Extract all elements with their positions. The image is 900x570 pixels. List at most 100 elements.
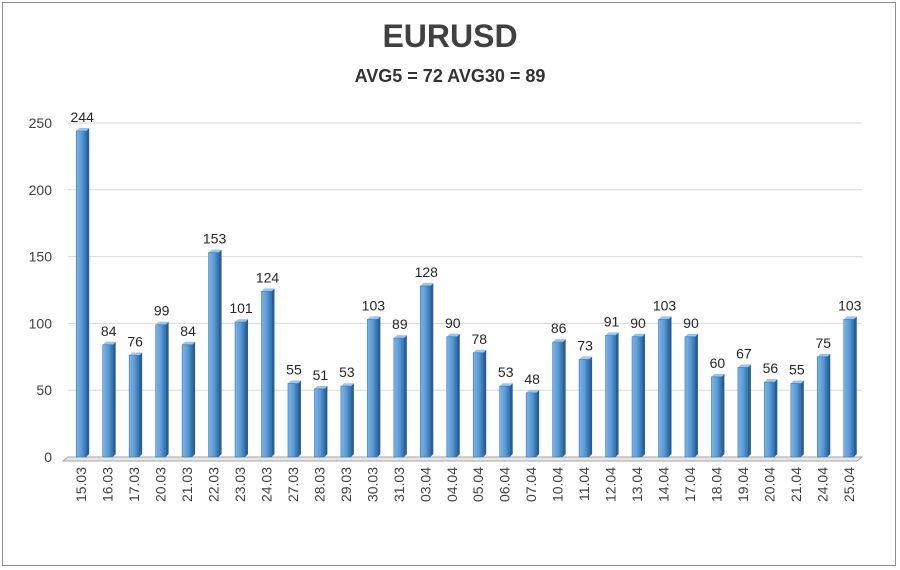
- data-label: 89: [392, 316, 408, 332]
- bar: [764, 379, 778, 458]
- data-label: 76: [127, 333, 143, 349]
- bar: [261, 288, 275, 458]
- x-tick-label: 22.03: [206, 467, 222, 502]
- x-tick-label: 14.04: [656, 467, 672, 502]
- bar: [790, 380, 804, 458]
- bar: [711, 373, 725, 458]
- bar: [128, 352, 143, 458]
- data-label: 84: [180, 323, 196, 339]
- x-tick-label: 10.04: [550, 467, 566, 502]
- y-axis: 0 50 100 150 200 250: [29, 115, 53, 465]
- data-label: 73: [577, 337, 593, 353]
- data-label: 84: [101, 323, 117, 339]
- x-tick-label: 13.04: [629, 467, 645, 502]
- bar: [446, 333, 460, 458]
- bar: [155, 321, 169, 458]
- x-tick-label: 16.03: [100, 467, 116, 502]
- data-label: 90: [630, 315, 646, 331]
- data-label: 103: [838, 297, 862, 313]
- data-label: 103: [362, 297, 386, 313]
- data-label: 78: [471, 331, 487, 347]
- data-label: 86: [551, 320, 567, 336]
- bar: [658, 316, 672, 458]
- bar: [631, 333, 646, 458]
- y-tick-label: 150: [29, 249, 53, 265]
- y-tick-label: 50: [36, 382, 52, 398]
- x-tick-label: 18.04: [708, 467, 724, 502]
- bars: [75, 128, 857, 458]
- bar: [367, 316, 381, 458]
- data-label: 67: [736, 345, 752, 361]
- data-label: 75: [816, 335, 832, 351]
- bar: [843, 316, 857, 458]
- chart-title: EURUSD: [382, 18, 518, 54]
- data-label: 91: [604, 313, 620, 329]
- bar: [737, 364, 751, 458]
- bar: [75, 128, 90, 458]
- x-tick-label: 17.03: [126, 467, 142, 502]
- data-label: 60: [710, 355, 726, 371]
- data-label: 101: [229, 300, 253, 316]
- bar: [472, 349, 487, 458]
- gridlines: [61, 122, 864, 462]
- data-label: 55: [286, 362, 302, 378]
- data-label: 124: [256, 269, 280, 285]
- chart-subtitle: AVG5 = 72 AVG30 = 89: [354, 66, 546, 86]
- data-label: 53: [339, 364, 355, 380]
- x-tick-label: 05.04: [470, 467, 486, 502]
- bar: [552, 339, 566, 458]
- x-tick-label: 28.03: [311, 467, 327, 502]
- data-label: 56: [763, 360, 779, 376]
- bar: [181, 341, 196, 458]
- x-tick-label: 15.03: [73, 467, 89, 502]
- x-tick-label: 07.04: [523, 467, 539, 502]
- x-tick-label: 03.04: [417, 467, 433, 502]
- x-tick-label: 27.03: [285, 467, 301, 502]
- bar: [102, 341, 116, 458]
- bar: [208, 249, 222, 458]
- x-tick-label: 29.03: [338, 467, 354, 502]
- bar: [816, 353, 831, 458]
- data-label: 128: [415, 264, 439, 280]
- x-tick-label: 30.03: [364, 467, 380, 502]
- data-label: 55: [789, 362, 805, 378]
- x-tick-label: 25.04: [841, 467, 857, 502]
- bar: [605, 332, 619, 458]
- bar: [340, 383, 354, 458]
- x-tick-label: 21.03: [179, 467, 195, 502]
- x-tick-label: 11.04: [576, 467, 592, 501]
- y-tick-label: 100: [29, 315, 53, 331]
- bar: [525, 389, 540, 458]
- data-label: 90: [683, 315, 699, 331]
- x-axis-floor: [61, 456, 864, 462]
- x-tick-label: 12.04: [603, 467, 619, 502]
- x-tick-label: 31.03: [391, 467, 407, 502]
- bar: [314, 385, 328, 458]
- bar: [499, 383, 513, 458]
- data-label: 244: [71, 109, 95, 125]
- x-tick-label: 24.04: [814, 467, 830, 502]
- bar: [393, 335, 407, 458]
- bar: [234, 319, 249, 458]
- bar: [684, 333, 698, 458]
- x-tick-label: 20.04: [761, 467, 777, 502]
- data-label: 51: [313, 367, 329, 383]
- data-label: 48: [524, 371, 540, 387]
- x-tick-label: 21.04: [788, 467, 804, 502]
- data-label: 90: [445, 315, 461, 331]
- y-tick-label: 250: [29, 115, 53, 131]
- x-tick-label: 23.03: [232, 467, 248, 502]
- data-label: 153: [203, 231, 227, 247]
- data-label: 53: [498, 364, 514, 380]
- x-axis: 15.03 16.03 17.03 20.03 21.03 22.03 23.03 24.03…: [73, 467, 857, 502]
- y-tick-label: 0: [44, 449, 52, 465]
- x-tick-label: 20.03: [153, 467, 169, 502]
- bar: [419, 282, 434, 458]
- data-label: 99: [154, 303, 170, 319]
- y-tick-label: 200: [29, 182, 53, 198]
- x-tick-label: 04.04: [444, 467, 460, 502]
- x-tick-label: 06.04: [497, 467, 513, 502]
